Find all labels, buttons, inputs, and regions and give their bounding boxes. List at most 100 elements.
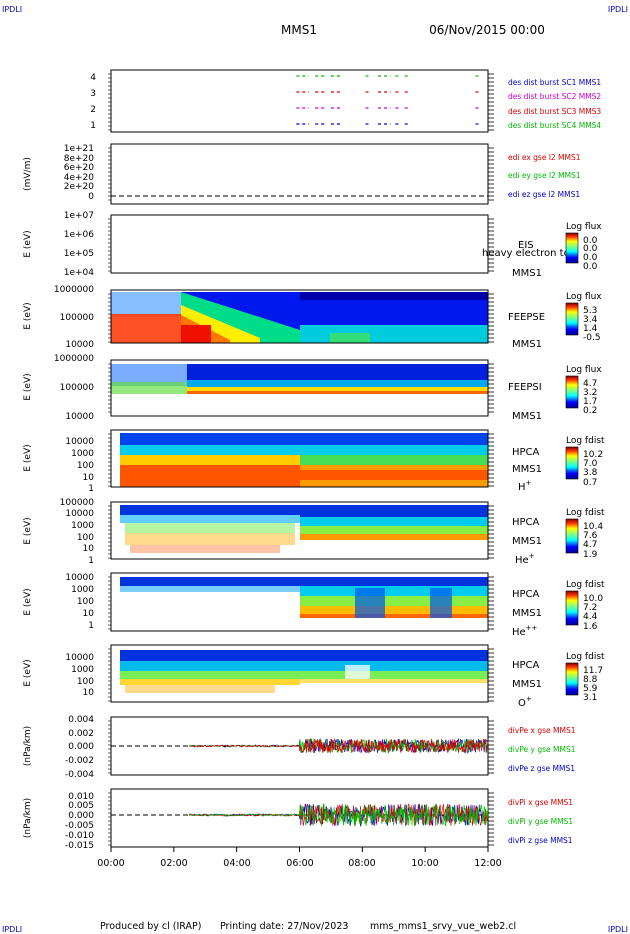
divpe-legend-x: divPe x gse MMS1 [508, 726, 576, 735]
edi-ytick-3: 4e+20 [64, 173, 95, 183]
hpca-h-cbar-tick-1: 7.0 [583, 459, 598, 469]
divpe-trace-2 [189, 738, 489, 754]
hpca-hepp-colorbar-title: Log fdist [566, 580, 605, 590]
panel-eis: E (eV) 1e+07 1e+06 1e+05 1e+04 EIS MMS1 … [23, 211, 602, 279]
feepse-cbar-tick-3: -0.5 [583, 333, 601, 343]
hpca-h-cbar-tick-2: 3.8 [583, 468, 598, 478]
feepse-ylabel: E (eV) [23, 302, 33, 329]
hpca-hepp-ytick-2: 100 [77, 597, 94, 607]
time-tick-6: 12:00 [474, 858, 501, 869]
feepse-ytick-1: 100000 [60, 313, 95, 323]
hpca-hepp-ytick-0: 10000 [65, 573, 94, 583]
hpca-hepp-cbar-tick-0: 10.0 [583, 594, 603, 604]
feepse-spectrogram [111, 292, 488, 343]
time-tick-1: 02:00 [160, 858, 187, 869]
feepse-cbar-tick-2: 1.4 [583, 324, 598, 334]
panel-edi: (mV/m) 1e+21 8e+20 6e+20 4e+20 2e+20 0 e… [23, 143, 581, 205]
eis-overlay-text: heavy electron to [482, 248, 570, 259]
footer-printing-date: Printing date: 27/Nov/2023 [220, 921, 348, 932]
panel-divpe: (nPa/km) 0.004 0.002 0.000 -0.002 -0.004… [23, 715, 576, 780]
burst-interval-marks [296, 75, 479, 125]
hpca-he-cbar-tick-0: 10.4 [583, 522, 603, 532]
hpca-h-ylabel: E (eV) [23, 444, 33, 471]
hpca-he-cbar-tick-1: 7.6 [583, 531, 598, 541]
hpca-h-ytick-2: 100 [77, 461, 94, 471]
hpca-hepp-ytick-3: 10 [83, 609, 95, 619]
edi-ytick-2: 6e+20 [64, 163, 95, 173]
eis-cbar-tick-0: 0.0 [583, 236, 598, 246]
hpca-o-cbar-tick-0: 11.7 [583, 666, 603, 676]
panel-edi-frame [110, 143, 489, 205]
eis-ytick-0: 1e+07 [64, 211, 94, 221]
divpi-ylabel: (nPa/km) [23, 798, 33, 838]
divpi-ytick-1: 0.005 [68, 801, 94, 811]
feepse-label-mission: MMS1 [512, 339, 542, 350]
hpca-o-ytick-1: 1000 [71, 665, 94, 675]
eis-cbar-tick-2: 0.0 [583, 253, 598, 263]
feepse-colorbar [565, 302, 579, 336]
hpca-o-cbar-tick-3: 3.1 [583, 693, 597, 703]
feepsi-label-mission: MMS1 [512, 411, 542, 422]
burst-legend-sc1: des dist burst SC1 MMS1 [508, 78, 601, 87]
divpi-legend-z: divPi z gse MMS1 [508, 836, 573, 845]
feepsi-ytick-0: 1000000 [54, 354, 94, 364]
hpca-h-ytick-0: 10000 [65, 437, 94, 447]
eis-ylabel: E (eV) [23, 230, 33, 257]
burst-ytick-3: 3 [90, 89, 96, 99]
feepsi-cbar-tick-3: 0.2 [583, 406, 597, 416]
date-title: 06/Nov/2015 00:00 [429, 23, 545, 37]
panel-hpca-hepp-frame [110, 572, 489, 632]
divpi-legend-x: divPi x gse MMS1 [508, 798, 573, 807]
hpca-o-cbar-tick-1: 8.8 [583, 675, 598, 685]
panel-hpca-h-frame [110, 429, 489, 488]
hpca-h-ytick-1: 1000 [71, 449, 94, 459]
hpca-hepp-species: He++ [512, 624, 538, 638]
hpca-o-colorbar [565, 662, 579, 696]
hpca-o-ytick-3: 10 [83, 688, 95, 698]
burst-legend-sc2: des dist burst SC2 MMS2 [508, 92, 601, 101]
hpca-h-spectrogram [120, 433, 488, 487]
feepsi-colorbar-title: Log flux [566, 365, 602, 375]
divpi-ytick-3: -0.005 [65, 821, 94, 831]
hpca-hepp-ytick-1: 1000 [71, 585, 94, 595]
eis-colorbar-title: Log flux [566, 222, 602, 232]
divpi-ytick-0: 0.010 [68, 792, 94, 802]
panel-hpca-hepp: E (eV) 10000 1000 100 10 1 HPCA MMS1 He+… [23, 572, 605, 638]
footer-credit: Produced by cl (IRAP) [100, 921, 201, 932]
panel-burst-frame [110, 69, 489, 133]
hpca-hepp-cbar-tick-3: 1.6 [583, 622, 598, 632]
panel-feepse-frame [110, 289, 489, 344]
corner-label-top-left: IPDLI [2, 5, 22, 14]
panel-eis-frame [110, 214, 489, 274]
burst-ytick-1: 1 [90, 121, 96, 131]
axis-tick-marks [108, 73, 494, 852]
divpe-traces [189, 737, 489, 755]
divpi-ytick-4: -0.010 [65, 831, 94, 841]
burst-ytick-2: 2 [90, 105, 96, 115]
eis-colorbar [565, 232, 579, 264]
panel-feepse: E (eV) 1000000 100000 10000 FEEPSE MMS1 … [23, 285, 602, 350]
hpca-he-ytick-1: 10000 [65, 509, 94, 519]
feepsi-ytick-2: 10000 [65, 412, 94, 422]
panel-divpi: (nPa/km) 0.010 0.005 0.000 -0.005 -0.010… [23, 788, 573, 851]
feepsi-cbar-tick-2: 1.7 [583, 397, 597, 407]
hpca-hepp-spectrogram [120, 577, 488, 618]
hpca-h-label-mission: MMS1 [512, 464, 542, 475]
divpe-legend-z: divPe z gse MMS1 [508, 764, 575, 773]
hpca-he-cbar-tick-2: 4.7 [583, 540, 597, 550]
hpca-o-colorbar-title: Log fdist [566, 652, 605, 662]
hpca-h-colorbar [565, 446, 579, 480]
divpe-ytick-3: -0.002 [65, 756, 94, 766]
corner-label-bottom-right: IPDLI [608, 925, 628, 934]
hpca-h-ytick-3: 10 [83, 473, 95, 483]
panel-burst: 4 3 2 1 des dist burst SC1 MMS1 des dist… [90, 69, 601, 133]
hpca-h-species: H+ [518, 479, 532, 493]
feepse-ytick-2: 10000 [65, 340, 94, 350]
feepse-label-instrument: FEEPSE [508, 312, 545, 323]
footer-script-name: mms_mms1_srvy_vue_web2.cl [370, 921, 516, 932]
hpca-o-ytick-2: 100 [77, 677, 94, 687]
hpca-hepp-label-mission: MMS1 [512, 608, 542, 619]
corner-label-top-right: IPDLI [608, 5, 628, 14]
hpca-he-ytick-4: 10 [83, 544, 95, 554]
time-tick-4: 08:00 [348, 858, 375, 869]
